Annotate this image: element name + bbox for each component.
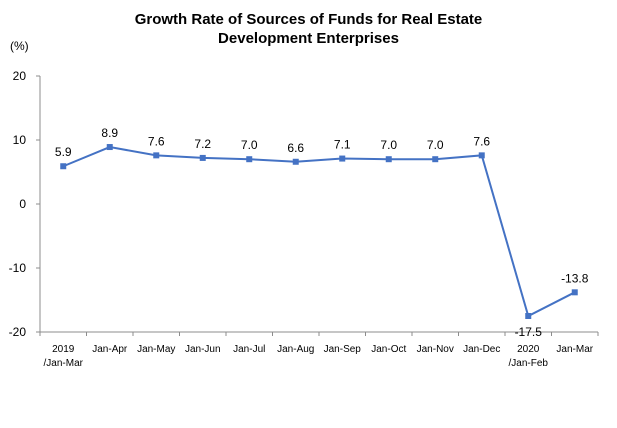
data-label: -13.8: [561, 271, 589, 285]
data-label: 7.2: [194, 137, 211, 151]
x-tick-label: Jan-Apr: [92, 344, 128, 355]
data-point: [571, 289, 578, 296]
data-point: [106, 144, 113, 151]
y-tick-label: 20: [13, 69, 27, 83]
data-label: 7.1: [334, 138, 351, 152]
x-tick-label-line-2: /Jan-Feb: [509, 358, 549, 369]
x-tick-label: Jan-Mar: [556, 344, 593, 355]
data-label: -17.5: [515, 325, 543, 339]
data-point: [246, 156, 253, 163]
x-tick-label: 2019: [52, 344, 75, 355]
axes: 20 10 0 -10 -20 2019/Jan-Mar Jan-Apr Jan-May Jan…: [9, 69, 599, 369]
data-labels: 5.9 8.9 7.6 7.2 7.0 6.6 7.1 7.0 7.0 7.6 -17.5 -13.8: [55, 126, 589, 339]
data-label: 7.0: [380, 138, 397, 152]
chart-title: Growth Rate of Sources of Funds for Real…: [0, 10, 617, 48]
x-tick-label: Jan-Jul: [233, 344, 265, 355]
data-point: [199, 154, 206, 161]
x-tick-label: Jan-Nov: [417, 344, 454, 355]
x-tick-label: Jan-Oct: [371, 344, 406, 355]
data-label: 8.9: [101, 126, 118, 140]
y-tick-label: 0: [19, 197, 26, 211]
data-point: [385, 156, 392, 163]
x-tick-label: 2020: [517, 344, 540, 355]
data-label: 6.6: [287, 141, 304, 155]
data-label: 5.9: [55, 145, 72, 159]
data-point: [60, 163, 67, 170]
x-tick-label: Jan-May: [137, 344, 175, 355]
data-label: 7.6: [473, 134, 490, 148]
y-tick-label: -10: [9, 261, 27, 275]
series-line: [60, 144, 578, 319]
data-point: [339, 155, 346, 162]
chart-title-line-1: Growth Rate of Sources of Funds for Real…: [134, 11, 483, 28]
data-label: 7.6: [148, 134, 165, 148]
x-tick-label: Jan-Aug: [277, 344, 314, 355]
x-tick-label: Jan-Dec: [463, 344, 500, 355]
series-polyline: [62, 146, 576, 318]
y-tick-label: -20: [9, 325, 27, 339]
data-label: 7.0: [241, 138, 258, 152]
x-tick-label: Jan-Jun: [185, 344, 221, 355]
data-point: [432, 156, 439, 163]
data-point: [478, 152, 485, 159]
data-label: 7.0: [427, 138, 444, 152]
y-axis-unit-label: (%): [10, 39, 29, 53]
data-point: [153, 152, 160, 159]
y-tick-label: 10: [13, 133, 27, 147]
x-tick-label: Jan-Sep: [324, 344, 362, 355]
data-point: [525, 313, 532, 319]
chart-title-line-2: Development Enterprises: [218, 30, 399, 47]
data-point: [292, 158, 299, 165]
x-tick-label-line-2: /Jan-Mar: [44, 358, 84, 369]
